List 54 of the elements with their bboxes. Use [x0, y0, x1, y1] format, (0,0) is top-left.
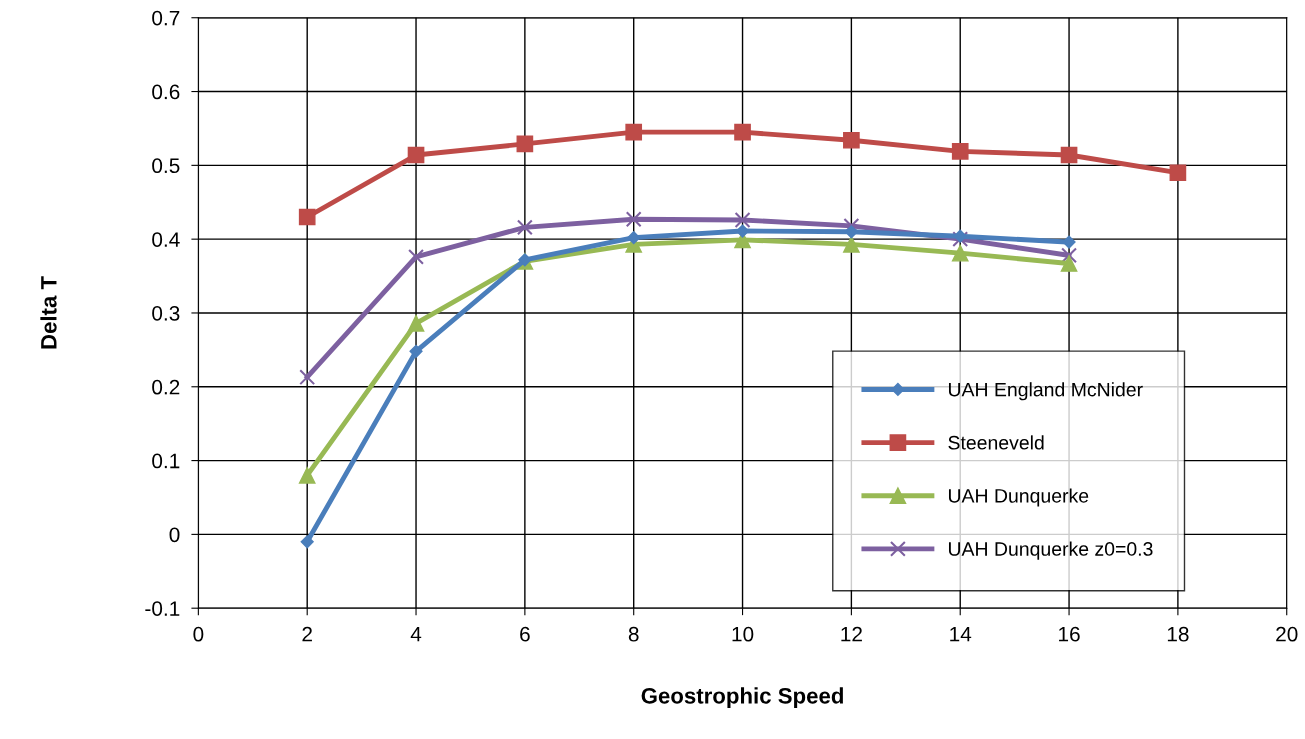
- point: [407, 314, 425, 332]
- point: [734, 123, 751, 141]
- x-tick-label: 8: [628, 626, 639, 642]
- x-tick-label: 12: [841, 626, 862, 642]
- point: [298, 467, 316, 484]
- point: [625, 211, 642, 228]
- y-tick-label: -0.1: [145, 601, 180, 616]
- x-tick-label: 0: [193, 626, 204, 642]
- point: [298, 208, 316, 226]
- y-tick-label: 0.3: [152, 305, 180, 321]
- point: [735, 224, 750, 238]
- y-axis-title: Delta T: [40, 276, 57, 349]
- x-tick-label: 20: [1276, 626, 1298, 642]
- x-tick-label: 16: [1059, 626, 1080, 642]
- legend-label: Steeneveld: [948, 435, 1044, 450]
- point: [408, 248, 425, 265]
- x-tick-label: 6: [520, 626, 530, 642]
- point: [516, 219, 533, 236]
- point: [951, 244, 969, 262]
- point: [1061, 247, 1078, 264]
- point: [1060, 146, 1078, 164]
- y-tick-label: 0.7: [152, 10, 180, 26]
- x-tick-label: 18: [1167, 626, 1189, 642]
- x-tick-label: 14: [950, 627, 972, 642]
- point: [843, 235, 860, 253]
- point: [843, 131, 860, 149]
- y-tick-label: 0.6: [152, 84, 180, 100]
- point: [1062, 235, 1076, 249]
- y-tick-label: 0: [169, 527, 180, 543]
- point: [516, 135, 534, 153]
- x-tick-label: 4: [410, 627, 422, 642]
- x-tick-label: 10: [732, 626, 754, 642]
- point: [625, 123, 643, 141]
- point: [300, 535, 314, 549]
- point: [844, 225, 858, 239]
- point: [627, 231, 641, 245]
- point: [409, 344, 423, 358]
- x-axis-title: Geostrophic Speed: [641, 687, 843, 709]
- x-tick-label: 2: [302, 626, 312, 642]
- legend-label: UAH Dunquerke: [948, 488, 1089, 507]
- legend-label: UAH England McNider: [948, 382, 1143, 401]
- point: [952, 231, 969, 248]
- point: [951, 142, 969, 160]
- y-tick-label: 0.4: [152, 232, 180, 247]
- y-tick-label: 0.1: [152, 453, 180, 469]
- point: [1060, 255, 1078, 272]
- point: [299, 369, 316, 386]
- point: [1169, 164, 1187, 182]
- point: [953, 229, 967, 243]
- point: [407, 146, 425, 164]
- legend-label: UAH Dunquerke z0=0.3: [948, 541, 1153, 560]
- y-tick-label: 0.5: [152, 158, 180, 174]
- y-tick-label: 0.2: [152, 379, 180, 395]
- point: [734, 211, 751, 228]
